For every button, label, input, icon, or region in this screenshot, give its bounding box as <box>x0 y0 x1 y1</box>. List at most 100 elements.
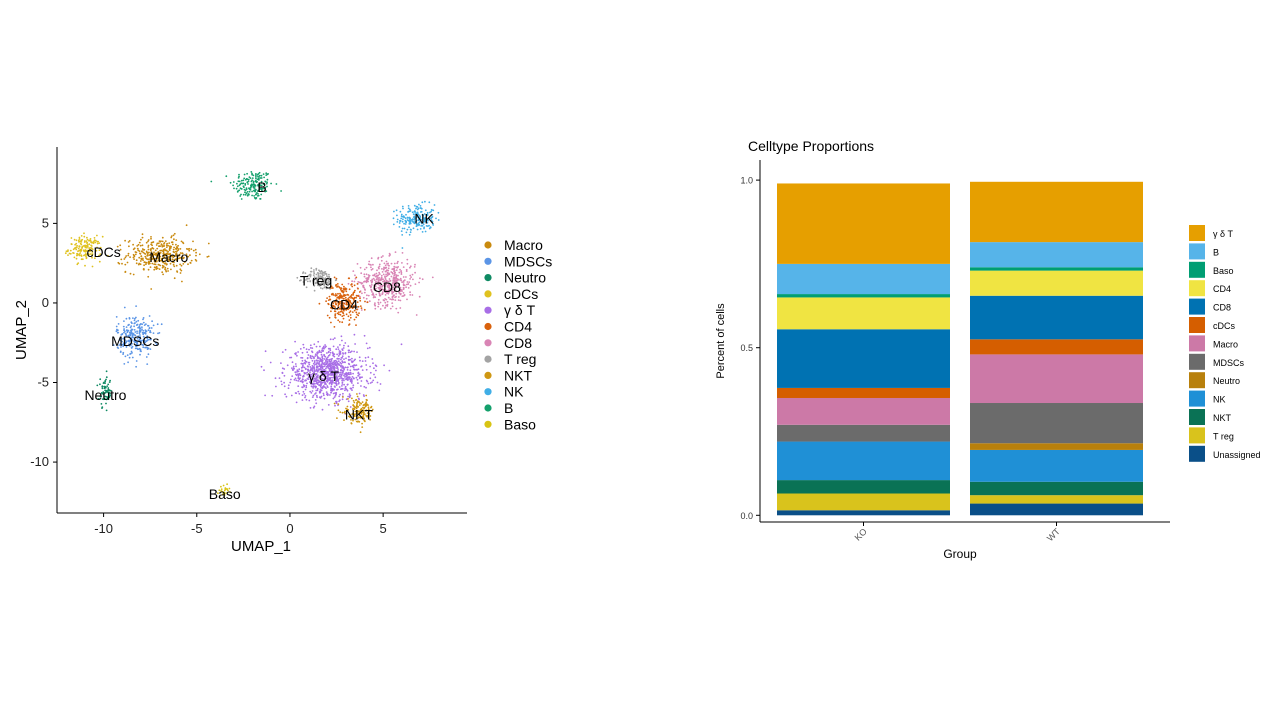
umap-point <box>353 368 356 371</box>
umap-point <box>355 412 358 414</box>
bar-segment-KO <box>777 294 950 298</box>
umap-point <box>331 374 334 376</box>
bar-legend-key <box>1189 280 1205 297</box>
umap-point <box>370 266 372 269</box>
umap-point <box>145 340 148 343</box>
umap-point <box>339 393 341 396</box>
umap-point <box>165 246 168 249</box>
umap-point <box>395 274 398 277</box>
umap-point <box>410 276 412 278</box>
umap-point <box>155 257 157 260</box>
umap-point <box>403 216 406 219</box>
umap-point <box>356 414 359 417</box>
umap-point <box>139 329 141 332</box>
umap-point <box>75 248 78 251</box>
umap-point <box>342 396 344 398</box>
umap-point <box>170 235 173 238</box>
umap-point <box>348 356 350 358</box>
umap-point <box>179 272 182 274</box>
umap-point <box>337 358 339 360</box>
umap-point <box>362 415 365 418</box>
umap-point <box>76 244 78 247</box>
umap-point <box>155 343 158 346</box>
umap-point <box>433 204 436 206</box>
umap-point <box>334 386 336 388</box>
umap-point <box>394 251 397 254</box>
umap-point <box>70 237 73 239</box>
umap-point <box>430 219 433 222</box>
umap-point <box>175 258 178 260</box>
umap-point <box>176 270 178 273</box>
umap-point <box>395 290 398 293</box>
umap-point <box>332 376 334 379</box>
umap-point <box>411 294 414 296</box>
umap-point <box>317 376 319 379</box>
umap-point <box>391 291 394 294</box>
umap-point <box>353 408 356 410</box>
umap-point <box>362 410 365 413</box>
umap-point <box>258 183 261 186</box>
umap-point <box>328 280 330 283</box>
umap-point <box>343 358 345 360</box>
umap-point <box>383 282 385 285</box>
umap-point <box>358 398 360 401</box>
umap-point <box>321 272 324 275</box>
umap-point <box>315 273 318 276</box>
umap-point <box>308 363 311 366</box>
umap-point <box>256 180 258 183</box>
umap-point <box>337 313 340 316</box>
umap-point <box>299 348 302 350</box>
umap-point <box>430 209 433 211</box>
umap-point <box>265 172 268 175</box>
umap-point <box>387 280 390 283</box>
umap-point <box>78 238 81 240</box>
umap-point <box>361 426 364 428</box>
umap-cluster-8 <box>260 333 403 419</box>
umap-point <box>320 353 323 356</box>
umap-point <box>127 241 130 243</box>
umap-point <box>398 222 401 224</box>
umap-point <box>397 282 400 285</box>
umap-point <box>317 381 320 384</box>
bar-segment-WT <box>970 354 1143 404</box>
umap-point <box>129 352 132 355</box>
umap-point <box>318 269 320 272</box>
umap-point <box>343 373 346 375</box>
umap-point <box>177 244 180 247</box>
umap-point <box>97 398 100 400</box>
umap-point <box>323 363 326 366</box>
umap-y-tick-label: -5 <box>37 375 49 390</box>
bar-segment-WT <box>970 270 1143 296</box>
umap-point <box>369 418 371 421</box>
umap-point <box>118 262 121 265</box>
umap-point <box>332 292 334 295</box>
umap-point <box>297 351 299 353</box>
umap-point <box>314 377 317 380</box>
umap-point <box>306 277 309 280</box>
umap-point <box>361 369 364 371</box>
bar-legend-key <box>1189 353 1205 370</box>
umap-point <box>294 377 297 380</box>
umap-point <box>330 362 333 365</box>
umap-point <box>86 244 89 247</box>
umap-point <box>165 270 168 273</box>
umap-point <box>385 270 387 272</box>
umap-cluster-label: CD8 <box>373 279 401 295</box>
umap-point <box>424 209 427 212</box>
umap-point <box>260 193 263 196</box>
umap-point <box>115 325 118 328</box>
umap-point <box>334 294 337 297</box>
umap-point <box>242 182 245 185</box>
umap-point <box>392 268 394 271</box>
umap-point <box>129 326 132 329</box>
umap-point <box>138 325 141 328</box>
umap-point <box>160 240 162 243</box>
umap-point <box>142 346 145 349</box>
umap-point <box>147 324 149 327</box>
umap-point <box>220 485 222 488</box>
umap-point <box>365 394 368 397</box>
umap-point <box>409 274 412 277</box>
umap-point <box>367 417 370 419</box>
umap-point <box>388 252 391 255</box>
umap-point <box>301 386 303 388</box>
